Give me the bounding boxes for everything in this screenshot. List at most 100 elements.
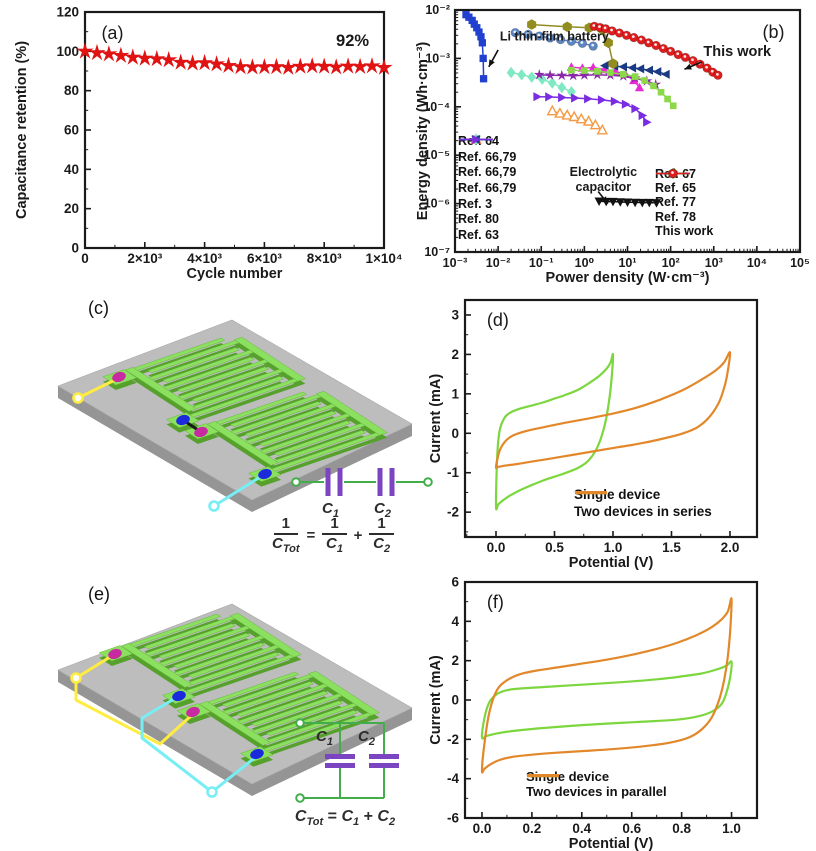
- legend-col-0: Single device Two devices in parallel: [526, 769, 667, 799]
- annotation-3: Electrolytic capacitor: [570, 165, 637, 194]
- schematic-e-svg: [57, 603, 413, 803]
- svg-text:4×10³: 4×10³: [187, 251, 222, 266]
- svg-text:0.5: 0.5: [545, 540, 564, 555]
- capacitor-c2-label: C2: [374, 500, 391, 520]
- blue-contact-dot: [172, 690, 186, 702]
- series-1-ref-66-79: [546, 104, 609, 135]
- capacitor-c1-label: C1: [316, 728, 333, 748]
- electrode-device-1: [102, 336, 306, 428]
- svg-text:10⁻³: 10⁻³: [443, 256, 468, 270]
- svg-text:-2: -2: [447, 732, 459, 747]
- chart-energy-vs-power-density: 10⁻³ 10⁻² 10⁻¹ 10⁰ 10¹ 10² 10³ 10⁴ 10⁵ 10⁻² 10⁻³ 10…: [414, 2, 812, 286]
- capacitor-c2-label: C2: [358, 728, 375, 748]
- svg-text:10⁻⁶: 10⁻⁶: [424, 197, 450, 211]
- annotation-2: This work: [703, 44, 772, 60]
- series-1-two-devices-in-parallel: [480, 597, 733, 774]
- svg-text:2.0: 2.0: [721, 540, 740, 555]
- legend-item-ref-66-79: Ref. 66,79: [458, 134, 516, 180]
- svg-text:6×10³: 6×10³: [247, 251, 282, 266]
- svg-text:1.0: 1.0: [604, 540, 623, 555]
- svg-text:0.0: 0.0: [487, 540, 506, 555]
- fraction-c2: 1 C2: [369, 515, 394, 555]
- electrode-device-1-side: [103, 342, 306, 433]
- svg-text:2×10³: 2×10³: [127, 251, 162, 266]
- svg-text:1: 1: [451, 386, 459, 401]
- svg-text:-1: -1: [447, 465, 459, 480]
- chart-cv-parallel-connection: 0.0 0.2 0.4 0.6 0.8 1.0 -6 -4 -2 0 2 4 6 Potential (V…: [414, 568, 812, 851]
- parallel-device-illustration: [16, 560, 440, 851]
- svg-text:10¹: 10¹: [618, 256, 636, 270]
- axis-ticks: [454, 9, 801, 253]
- svg-text:4: 4: [451, 614, 459, 629]
- svg-text:10⁻⁵: 10⁻⁵: [424, 148, 451, 162]
- x-axis-label: Power density (W·cm⁻³): [546, 270, 710, 286]
- fraction-c1: 1 C1: [322, 515, 347, 555]
- panel-b-ragone-plot: 10⁻³ 10⁻² 10⁻¹ 10⁰ 10¹ 10² 10³ 10⁴ 10⁵ 10⁻² 10⁻³ 10…: [414, 2, 812, 286]
- legend-marker-icon: [575, 491, 607, 495]
- panel-e-parallel-schematic: (e) C1 C2 CTot = C1 + C2: [16, 560, 440, 851]
- annotation-0: (b): [762, 22, 784, 42]
- svg-text:-6: -6: [447, 811, 459, 826]
- series-circuit-diagram: [291, 468, 433, 496]
- blue-contact-dot: [176, 414, 190, 426]
- svg-text:10⁻¹: 10⁻¹: [529, 256, 554, 270]
- annotation-0: (a): [101, 23, 123, 43]
- chart-capacitance-retention: 0 2×10³ 4×10³ 6×10³ 8×10³ 1×10⁴ 0 20 40 60 80 100 12…: [8, 4, 408, 283]
- legend-marker-icon: [459, 134, 493, 145]
- legend-marker-icon: [656, 168, 690, 179]
- legend-item-ref-80: Ref. 80: [458, 134, 516, 227]
- svg-text:10⁻²: 10⁻²: [425, 3, 450, 17]
- legend-item-ref-63: Ref. 63: [458, 134, 516, 243]
- axis-ticks: [465, 581, 758, 819]
- svg-text:10⁰: 10⁰: [575, 256, 594, 270]
- chart-a-svg: 0 2×10³ 4×10³ 6×10³ 8×10³ 1×10⁴ 0 20 40 60 80 100 12…: [14, 5, 403, 283]
- series-0-ref-64: [462, 11, 488, 83]
- series-10-ref-78: [510, 27, 598, 51]
- yellow-wire: [74, 676, 195, 746]
- panel-a-cycling-stability: 0 2×10³ 4×10³ 6×10³ 8×10³ 1×10⁴ 0 20 40 60 80 100 12…: [8, 4, 408, 283]
- y-axis-label: Energy density (Wh·cm⁻³): [415, 42, 431, 221]
- panel-label-e: (e): [88, 584, 110, 604]
- legend-col-0: Single device Two devices in series: [574, 486, 712, 520]
- svg-text:40: 40: [64, 162, 79, 177]
- legend-item-ref-66-79: Ref. 66,79: [458, 135, 516, 196]
- x-axis-label: Cycle number: [187, 266, 283, 282]
- annotation-0: (d): [487, 310, 509, 330]
- svg-text:6: 6: [451, 575, 459, 590]
- legend-marker-icon: [527, 774, 559, 778]
- legend-item-ref-65: Ref. 65: [655, 170, 713, 195]
- electrode-device-2-side: [185, 396, 388, 487]
- chart-d-svg: 0.0 0.5 1.0 1.5 2.0 -2 -1 0 1 2 3 Potential (V) Curr…: [428, 298, 759, 570]
- svg-text:120: 120: [56, 5, 79, 20]
- svg-text:10⁻⁷: 10⁻⁷: [424, 245, 450, 259]
- x-axis-label: Potential (V): [569, 555, 654, 570]
- electrode-device-1-side: [99, 618, 302, 709]
- parallel-capacitance-formula: CTot = C1 + C2: [294, 808, 396, 829]
- y-axis-label: Current (mA): [428, 374, 444, 464]
- svg-text:0: 0: [81, 251, 89, 266]
- electrode-device-1: [98, 612, 302, 704]
- blue-contact-dot: [250, 748, 264, 760]
- y-axis-label: Current (mA): [428, 655, 444, 745]
- svg-text:1×10⁴: 1×10⁴: [365, 251, 402, 266]
- x-axis-label: Potential (V): [569, 836, 654, 851]
- svg-text:0: 0: [451, 426, 459, 441]
- svg-text:100: 100: [56, 44, 79, 59]
- magenta-contact-dot: [194, 426, 208, 438]
- svg-text:8×10³: 8×10³: [307, 251, 342, 266]
- terminal-contact: [208, 500, 220, 512]
- series-capacitance-formula: 1 CTot = 1 C1 + 1 C2: [272, 515, 394, 555]
- svg-text:80: 80: [64, 83, 79, 98]
- svg-text:0: 0: [451, 693, 459, 708]
- cyan-wire: [212, 472, 267, 508]
- series-8-ref-65: [568, 66, 677, 110]
- plus-sign: +: [353, 526, 363, 544]
- yellow-wire: [74, 652, 117, 680]
- svg-text:10³: 10³: [705, 256, 723, 270]
- legend-item-ref-66-79: Ref. 66,79: [458, 133, 516, 165]
- magenta-contact-dot: [186, 706, 200, 718]
- chart-b-svg: 10⁻³ 10⁻² 10⁻¹ 10⁰ 10¹ 10² 10³ 10⁴ 10⁵10⁻²10⁻³10…: [415, 3, 810, 286]
- series-0-capacitance-retention: [76, 42, 393, 75]
- capacitor-c1-label: C1: [322, 500, 339, 520]
